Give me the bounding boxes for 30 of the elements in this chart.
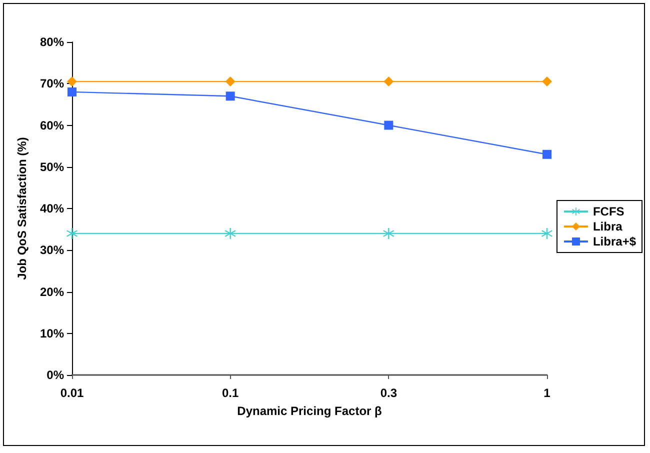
x-tick-label: 0.1	[222, 386, 239, 400]
y-tick-label: 0%	[46, 368, 64, 382]
y-tick-label: 60%	[40, 118, 64, 132]
y-tick-label: 10%	[40, 326, 64, 340]
point	[542, 228, 552, 239]
legend-label: FCFS	[592, 204, 624, 218]
y-tick-label: 30%	[40, 243, 64, 258]
y-tick-label: 20%	[40, 284, 64, 299]
point	[542, 76, 552, 87]
y-tick-label: 70%	[40, 76, 64, 91]
legend-label: Libra+$	[592, 234, 636, 248]
point	[384, 76, 394, 87]
y-tick-label: 50%	[40, 160, 64, 174]
x-tick-label: 0.01	[60, 386, 84, 400]
y-tick-label: 40%	[40, 202, 64, 216]
point	[67, 76, 77, 87]
point	[384, 120, 394, 130]
x-axis-title: Dynamic Pricing Factor β	[237, 404, 382, 418]
x-tick-label: 0.3	[380, 386, 398, 400]
y-tick-label: 80%	[40, 35, 64, 49]
point	[68, 87, 76, 96]
point	[66, 228, 78, 239]
y-axis-title: Job QoS Satisfaction (%)	[15, 137, 29, 280]
legend-label: Libra	[592, 220, 623, 234]
point	[542, 150, 552, 159]
point	[225, 76, 236, 87]
point	[383, 228, 394, 239]
point	[224, 228, 236, 239]
x-tick-label: 1	[544, 386, 551, 400]
point	[226, 92, 235, 101]
